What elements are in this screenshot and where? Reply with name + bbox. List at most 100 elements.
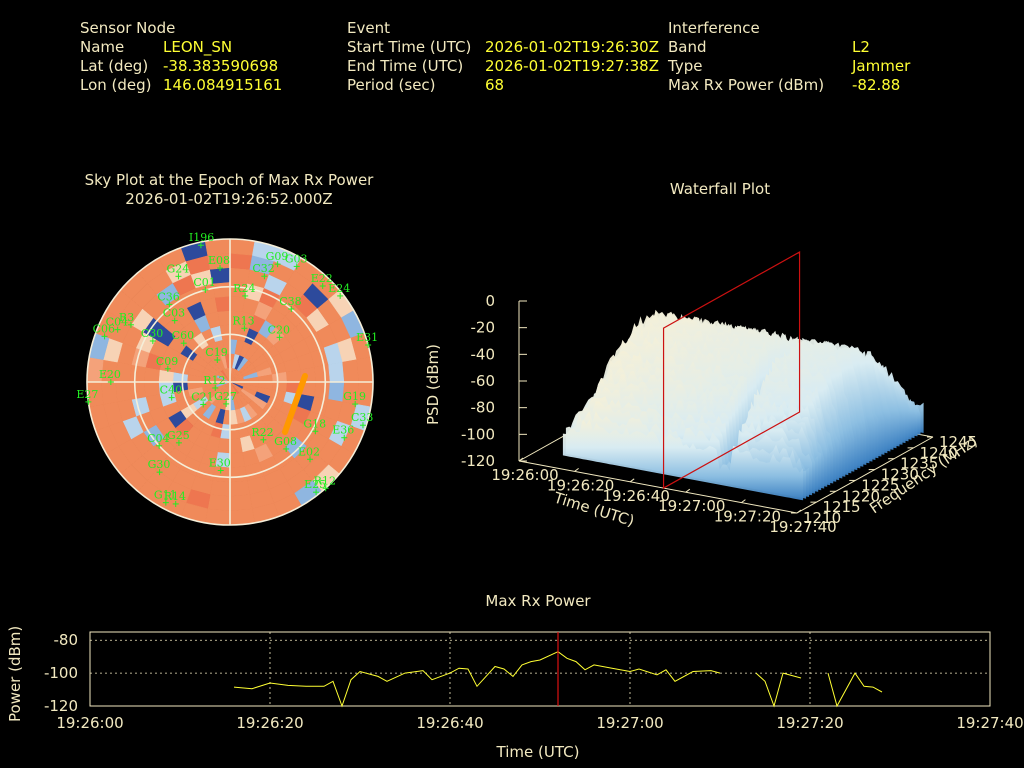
skyplot-satellite-label: E08 [208,254,230,267]
event-start-value: 2026-01-02T19:26:30Z [485,38,659,56]
event-period-value: 68 [485,76,505,94]
waterfall-title: Waterfall Plot [669,180,771,198]
skyplot-satellite: E31 [356,331,378,348]
skyplot-satellite-label: E02 [298,445,320,458]
maxrx-title: Max Rx Power [485,592,591,610]
maxrx-y-tick-label: -100 [44,664,78,682]
skyplot-satellite-label: E31 [356,331,378,344]
skyplot-satellite: C33 [351,411,373,429]
skyplot-satellite-label: G03 [285,252,308,265]
skyplot-satellite-label: E20 [99,368,121,381]
skyplot-satellite: E08 [208,254,230,272]
waterfall-x-tick [518,457,524,462]
skyplot-satellite-label: C32 [252,262,274,275]
skyplot-satellite: C32 [252,262,275,280]
waterfall-y-tick-label: 1220 [842,487,880,505]
skyplot-satellite-label: C19 [205,346,227,359]
waterfall-y-tick-label: 1230 [881,466,919,484]
maxrx-x-tick-label: 19:27:20 [776,714,843,732]
skyplot-satellite-label: R24 [233,282,255,295]
skyplot-satellite-label: I196 [189,231,214,244]
skyplot-satellite-label: C30 [141,327,163,340]
maxrx-plot-area [89,631,991,707]
skyplot-heatmap [87,239,373,525]
skyplot-satellite-label: G18 [303,417,326,430]
skyplot-satellite: C30 [141,327,163,344]
waterfall-x-tick-label: 19:27:00 [658,497,725,515]
skyplot-satellite-label: E24 [328,282,350,295]
skyplot-satellite-label: E30 [209,456,231,469]
waterfall-z-tick-label: -100 [461,425,495,443]
skyplot-satellite: G27 [214,390,237,407]
interference-type-value: Jammer [852,57,911,75]
interference-band-value: L2 [852,38,870,56]
sensor-name-value: LEON_SN [163,38,233,56]
skyplot-satellite-label: C33 [351,411,373,424]
skyplot-satellite: G19 [343,390,366,408]
waterfall-x-tick-label: 19:27:20 [714,508,781,526]
skyplot-satellite: R14 [164,490,186,507]
waterfall-x-tick [629,478,635,483]
maxrx-y-tick-label: -80 [54,631,79,649]
waterfall-x-tick-label: 19:26:20 [547,476,614,494]
skyplot-satellite: G03 [285,252,308,270]
skyplot-cell [356,356,373,383]
interference-type-label: Type [668,57,703,75]
maxrx-x-tick-label: 19:27:40 [956,714,1023,732]
event-start-label: Start Time (UTC) [347,38,472,56]
skyplot-satellite: R22 [251,426,274,443]
maxrx-xlabel: Time (UTC) [496,743,580,761]
waterfall-z-tick-label: -40 [471,345,496,363]
event-period-label: Period (sec) [347,76,436,94]
skyplot-satellite: E22 [311,272,333,289]
interference-power-value: -82.88 [852,76,901,94]
skyplot-satellite-label: G19 [343,390,366,403]
skyplot-satellite-label: R3 [119,311,134,324]
skyplot-satellite-label: C06 [93,322,115,335]
skyplot-satellite-label: R14 [164,490,186,503]
maxrx-line [755,672,802,708]
skyplot-satellite-label: C40 [160,384,182,397]
maxrx-line [827,672,883,708]
skyplot-satellite-label: C09 [156,355,178,368]
skyplot-satellite: C04 [147,432,170,449]
skyplot-satellite-label: C60 [172,329,194,342]
skyplot-satellite: C40 [160,384,182,401]
skyplot-interference-trace [282,373,308,435]
skyplot-satellite-label: E36 [332,424,354,437]
interference-heading: Interference [668,19,760,37]
skyplot-satellite: R13 [232,314,255,332]
waterfall-z-tick-label: -120 [461,452,495,470]
skyplot-satellite: E24 [328,282,350,299]
skyplot-satellite: G30 [148,458,170,476]
skyplot-satellite-label: G24 [166,262,189,275]
skyplot-satellite: C38 [279,295,302,312]
waterfall-marker-plane [662,251,801,490]
skyplot-satellite-label: E25 [304,478,326,491]
event-heading: Event [347,19,390,37]
skyplot-satellite: E25 [304,478,326,496]
event-end-value: 2026-01-02T19:27:38Z [485,57,659,75]
waterfall-x-tick [685,488,691,493]
skyplot-satellite-label: C04 [147,432,169,445]
skyplot-satellite: E36 [332,424,354,441]
skyplot-satellite: C09 [156,355,178,372]
skyplot-satellite-label: E22 [311,272,333,285]
skyplot-satellite: G25 [167,429,190,446]
skyplot-satellite: G24 [166,262,189,280]
skyplot-satellite-label: C20 [268,323,290,336]
skyplot-cell [87,381,104,408]
skyplot-satellite: G11 [154,489,177,506]
waterfall-y-tick-label: 1210 [803,509,841,527]
waterfall-x-tick-label: 19:26:00 [491,466,558,484]
waterfall-strip [562,419,804,501]
waterfall-x-tick [796,509,802,514]
waterfall-x-tick [741,499,746,504]
waterfall-z-tick-label: -20 [471,319,496,337]
skyplot-satellite: G08 [274,435,297,452]
skyplot-satellite: C19 [205,346,228,363]
